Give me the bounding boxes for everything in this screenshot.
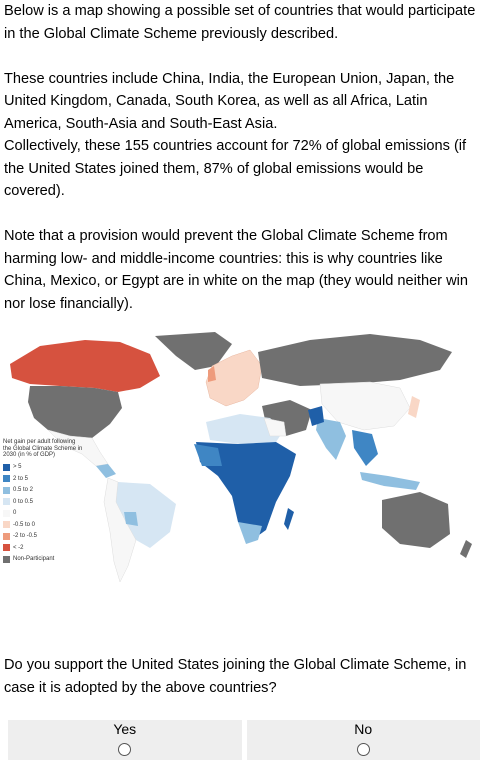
map-brazil (116, 482, 176, 548)
map-china (319, 381, 411, 431)
answer-yes-label: Yes (113, 721, 137, 737)
map-southern-africa (238, 522, 262, 544)
legend-swatch (3, 544, 10, 552)
answer-yes-radio[interactable] (118, 743, 132, 756)
legend-item: < -2 (3, 542, 83, 554)
legend-item: -2 to -0.5 (3, 531, 83, 543)
legend-swatch (3, 555, 10, 563)
legend-swatch (3, 521, 10, 529)
map-canada (10, 340, 160, 392)
legend-label: 2 to 5 (13, 475, 29, 482)
map-russia (258, 334, 452, 386)
map-southeast-asia (352, 430, 378, 466)
legend-item: 0.5 to 2 (3, 485, 83, 497)
legend-swatch (3, 463, 10, 471)
legend-swatch (3, 532, 10, 540)
legend-label: > 5 (13, 464, 22, 470)
legend-label: 0 (13, 510, 17, 516)
map-legend: Net gain per adult following the Global … (3, 439, 83, 565)
answer-no-radio[interactable] (356, 743, 370, 756)
map-west-africa (194, 444, 222, 466)
map-japan (408, 396, 420, 418)
legend-item: 0 to 0.5 (3, 496, 83, 508)
legend-label: 0 to 0.5 (13, 498, 34, 505)
answer-no-label: No (354, 721, 373, 737)
map-uk (208, 366, 216, 382)
map-india (316, 418, 346, 460)
intro-paragraph-3: Collectively, these 155 countries accoun… (4, 138, 467, 199)
world-map (10, 332, 472, 583)
map-usa (28, 386, 122, 438)
legend-item: Non-Participant (3, 554, 83, 566)
intro-text: Below is a map showing a possible set of… (4, 0, 480, 315)
intro-paragraph-1: Below is a map showing a possible set of… (4, 3, 476, 42)
question-text: Do you support the United States joining… (4, 657, 467, 696)
map-central-america (96, 464, 116, 478)
legend-swatch (3, 475, 10, 483)
map-greenland (155, 332, 232, 370)
legend-swatch (3, 486, 10, 494)
legend-item: > 5 (3, 462, 83, 474)
legend-swatch (3, 498, 10, 506)
legend-title: Net gain per adult following the Global … (3, 439, 83, 458)
map-australia (382, 492, 450, 548)
map-madagascar (284, 508, 294, 530)
intro-paragraph-2: These countries include China, India, th… (4, 70, 455, 132)
legend-item: 2 to 5 (3, 473, 83, 485)
map-bolivia (124, 512, 138, 526)
legend-label: 0.5 to 2 (13, 487, 34, 493)
answer-options: Yes No (8, 720, 480, 760)
map-sub-saharan-africa (196, 442, 296, 540)
legend-label: -0.5 to 0 (13, 521, 36, 528)
map-egypt (263, 417, 287, 437)
legend-label: -2 to -0.5 (13, 533, 38, 539)
answer-no[interactable]: No (246, 720, 480, 760)
legend-label: < -2 (13, 544, 24, 551)
legend-items: > 5 2 to 5 0.5 to 2 0 to 0.5 0 -0.5 to 0 -2 to… (3, 462, 83, 566)
legend-item: -0.5 to 0 (3, 519, 83, 531)
map-new-zealand (460, 540, 472, 558)
legend-item: 0 (3, 508, 83, 520)
legend-swatch (3, 509, 10, 517)
map-pakistan (308, 406, 324, 426)
map-north-africa (206, 414, 284, 444)
map-europe (205, 349, 263, 407)
legend-label: Non-Participant (13, 556, 55, 562)
answer-yes[interactable]: Yes (8, 720, 242, 760)
map-indonesia (360, 472, 420, 490)
intro-paragraph-4: Note that a provision would prevent the … (4, 228, 468, 312)
map-andes (103, 477, 137, 583)
